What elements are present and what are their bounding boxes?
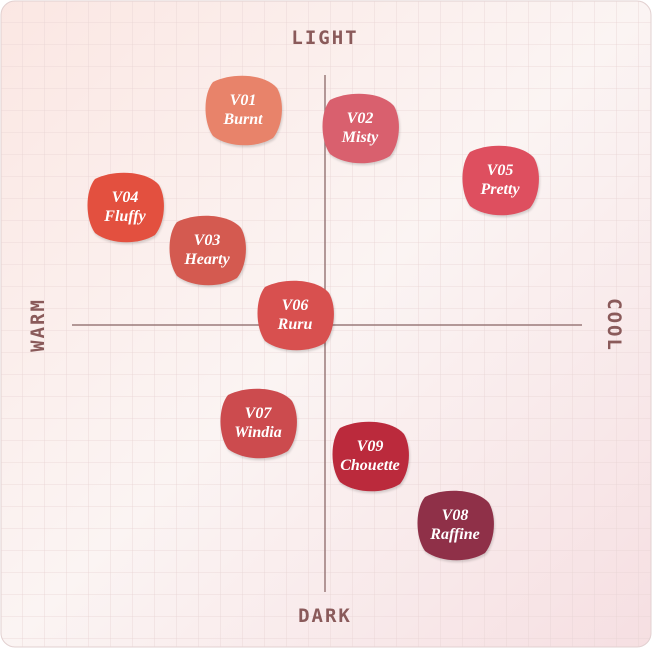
swatch-code: V03 [194,232,221,249]
swatch-code: V08 [442,507,469,524]
swatch-name: Misty [341,129,379,146]
swatch: V06 Ruru [257,280,334,351]
swatch: V09 Chouette [332,421,409,492]
swatch-name: Burnt [222,111,263,128]
axis-bottom: DARK [298,605,352,627]
swatch: V07 Windia [220,388,297,459]
swatch-name: Fluffy [103,208,146,225]
swatch-blob [87,172,164,243]
swatch-blob [417,490,494,561]
swatch-code: V01 [230,92,257,109]
swatch-code: V04 [112,189,139,206]
swatch: V08 Raffine [417,490,494,561]
swatch-name: Raffine [429,526,479,543]
swatch-blob [257,280,334,351]
axis-top: LIGHT [291,27,358,49]
swatch-name: Chouette [340,457,400,474]
swatch-name: Windia [234,424,281,441]
swatches: V01 Burnt V02 Misty V05 Pretty V04 Fluffy V03 Hea… [87,75,539,561]
swatch-name: Pretty [479,181,520,198]
swatch-name: Hearty [183,251,230,268]
swatch-blob [169,215,246,286]
swatch: V02 Misty [322,93,399,164]
swatch-code: V09 [357,438,384,455]
swatch-code: V05 [487,162,514,179]
swatch: V04 Fluffy [87,172,164,243]
axis-left: WARM [27,298,49,352]
swatch-blob [462,145,539,216]
swatch-code: V07 [245,405,273,422]
swatch-blob [332,421,409,492]
swatch: V03 Hearty [169,215,246,286]
swatch-blob [220,388,297,459]
swatch-blob [322,93,399,164]
swatch-name: Ruru [277,316,313,333]
swatch-blob [205,75,282,146]
swatch: V01 Burnt [205,75,282,146]
swatch-code: V02 [347,110,374,127]
axis-right: COOL [603,298,625,352]
swatch-code: V06 [282,297,309,314]
swatch: V05 Pretty [462,145,539,216]
